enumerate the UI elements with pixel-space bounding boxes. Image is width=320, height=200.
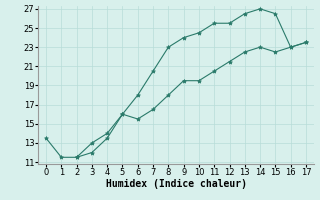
X-axis label: Humidex (Indice chaleur): Humidex (Indice chaleur) [106,179,246,189]
